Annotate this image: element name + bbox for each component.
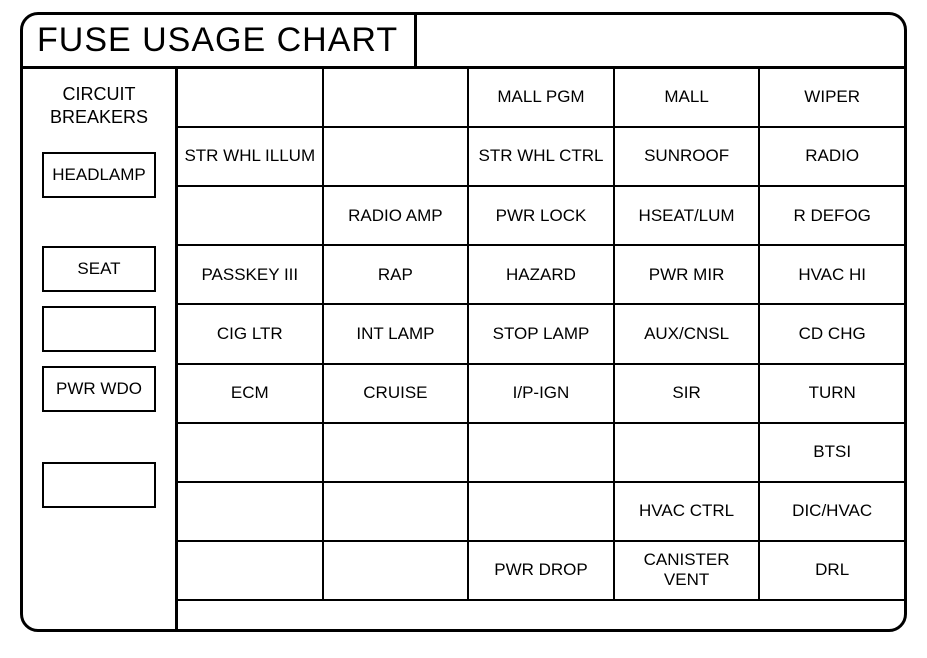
fuse-cell: ECM: [178, 365, 324, 422]
fuse-row: STR WHL ILLUM STR WHL CTRLSUNROOFRADIO: [178, 128, 904, 187]
breaker-blank-1: [42, 306, 156, 352]
breaker-label: HEADLAMP: [52, 165, 146, 185]
fuse-cell: PWR DROP: [469, 542, 615, 599]
fuse-cell: [178, 542, 324, 599]
fuse-cell: [178, 483, 324, 540]
fuse-cell: RAP: [324, 246, 470, 303]
fuse-cell: [324, 128, 470, 185]
fuse-cell: I/P-IGN: [469, 365, 615, 422]
fuse-cell: PWR LOCK: [469, 187, 615, 244]
main-area: CIRCUIT BREAKERS HEADLAMP SEAT PWR WDO: [23, 69, 904, 629]
fuse-cell: HSEAT/LUM: [615, 187, 761, 244]
fuse-cell: HVAC CTRL: [615, 483, 761, 540]
fuse-cell: WIPER: [760, 69, 904, 126]
fuse-row: CIG LTRINT LAMPSTOP LAMPAUX/CNSLCD CHG: [178, 305, 904, 364]
fuse-cell: SIR: [615, 365, 761, 422]
fuse-cell: R DEFOG: [760, 187, 904, 244]
fuse-row: RADIO AMPPWR LOCKHSEAT/LUMR DEFOG: [178, 187, 904, 246]
fuse-grid-column: MALL PGMMALLWIPERSTR WHL ILLUMSTR WHL CT…: [178, 69, 904, 629]
fuse-row: ECMCRUISEI/P-IGNSIRTURN: [178, 365, 904, 424]
fuse-cell: [178, 187, 324, 244]
title-row: FUSE USAGE CHART: [23, 15, 904, 69]
fuse-cell: STR WHL ILLUM: [178, 128, 324, 185]
circuit-breakers-column: CIRCUIT BREAKERS HEADLAMP SEAT PWR WDO: [23, 69, 178, 629]
fuse-row: HVAC CTRLDIC/HVAC: [178, 483, 904, 542]
fuse-cell: [469, 424, 615, 481]
fuse-cell: MALL PGM: [469, 69, 615, 126]
fuse-cell: [178, 424, 324, 481]
fuse-cell: [324, 483, 470, 540]
fuse-row: PWR DROPCANISTER VENTDRL: [178, 542, 904, 599]
fuse-cell: CRUISE: [324, 365, 470, 422]
fuse-cell: INT LAMP: [324, 305, 470, 362]
circuit-breakers-header: CIRCUIT BREAKERS: [35, 83, 163, 130]
fuse-cell: [469, 483, 615, 540]
fuse-cell: BTSI: [760, 424, 904, 481]
fuse-cell: DRL: [760, 542, 904, 599]
fuse-cell: [324, 424, 470, 481]
fuse-cell: RADIO AMP: [324, 187, 470, 244]
fuse-grid: MALL PGMMALLWIPERSTR WHL ILLUMSTR WHL CT…: [178, 69, 904, 599]
fuse-row: BTSI: [178, 424, 904, 483]
chart-title: FUSE USAGE CHART: [23, 15, 417, 66]
grid-footer-spacer: [178, 599, 904, 629]
fuse-cell: [615, 424, 761, 481]
fuse-chart-container: FUSE USAGE CHART CIRCUIT BREAKERS HEADLA…: [20, 12, 907, 632]
fuse-cell: HVAC HI: [760, 246, 904, 303]
fuse-cell: TURN: [760, 365, 904, 422]
breaker-headlamp: HEADLAMP: [42, 152, 156, 198]
fuse-row: PASSKEY IIIRAPHAZARDPWR MIRHVAC HI: [178, 246, 904, 305]
fuse-cell: HAZARD: [469, 246, 615, 303]
fuse-cell: AUX/CNSL: [615, 305, 761, 362]
fuse-cell: PASSKEY III: [178, 246, 324, 303]
fuse-cell: [178, 69, 324, 126]
fuse-cell: CD CHG: [760, 305, 904, 362]
fuse-cell: STOP LAMP: [469, 305, 615, 362]
breaker-blank-2: [42, 462, 156, 508]
fuse-row: MALL PGMMALLWIPER: [178, 69, 904, 128]
fuse-cell: RADIO: [760, 128, 904, 185]
fuse-cell: PWR MIR: [615, 246, 761, 303]
breaker-label: PWR WDO: [56, 379, 142, 399]
breaker-label: SEAT: [77, 259, 120, 279]
fuse-cell: CIG LTR: [178, 305, 324, 362]
fuse-cell: MALL: [615, 69, 761, 126]
breaker-pwr-wdo: PWR WDO: [42, 366, 156, 412]
fuse-cell: SUNROOF: [615, 128, 761, 185]
fuse-cell: [324, 542, 470, 599]
fuse-cell: STR WHL CTRL: [469, 128, 615, 185]
fuse-cell: CANISTER VENT: [615, 542, 761, 599]
breaker-seat: SEAT: [42, 246, 156, 292]
fuse-cell: DIC/HVAC: [760, 483, 904, 540]
fuse-cell: [324, 69, 470, 126]
